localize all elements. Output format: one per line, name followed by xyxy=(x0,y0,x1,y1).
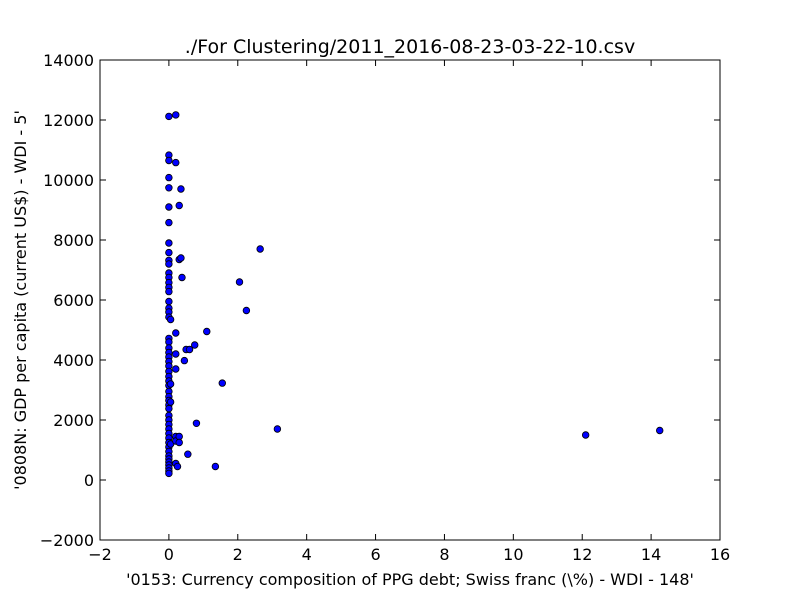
y-tick-label: −2000 xyxy=(40,531,94,550)
data-point xyxy=(192,419,201,427)
data-point xyxy=(165,112,173,121)
data-point xyxy=(180,356,189,365)
data-point xyxy=(273,425,282,433)
x-tick-label: 8 xyxy=(439,545,449,564)
plot-frame xyxy=(99,59,721,541)
x-tick-label: 10 xyxy=(503,545,523,564)
x-axis-label: '0153: Currency composition of PPG debt;… xyxy=(126,570,694,589)
data-point xyxy=(165,404,173,413)
data-point xyxy=(581,431,590,439)
y-tick-label: 10000 xyxy=(43,171,94,190)
data-point xyxy=(172,111,180,119)
data-point xyxy=(166,380,175,388)
x-tick-label: 2 xyxy=(233,545,243,564)
data-point xyxy=(177,254,185,262)
y-tick-label: 4000 xyxy=(53,351,94,370)
data-point xyxy=(165,469,173,478)
x-tick-label: −2 xyxy=(88,545,112,564)
y-tick-label: 14000 xyxy=(43,51,94,70)
data-point xyxy=(173,462,182,471)
data-point xyxy=(172,365,180,373)
x-tick-label: 4 xyxy=(302,545,312,564)
data-point xyxy=(165,239,173,247)
data-point xyxy=(165,184,173,192)
x-tick-label: 0 xyxy=(164,545,174,564)
data-point xyxy=(172,158,180,167)
data-point xyxy=(165,203,173,211)
y-tick-label: 12000 xyxy=(43,111,94,130)
data-point xyxy=(242,306,251,315)
data-point xyxy=(165,218,173,227)
data-point xyxy=(172,350,180,358)
ticks-layer: −2 0 2 4 6 8 10 12 14 16 −2000 0 2000 4000 6000 8000 100… xyxy=(40,51,730,564)
data-point xyxy=(178,273,186,282)
points-layer xyxy=(165,111,664,478)
data-point xyxy=(165,287,173,296)
data-point xyxy=(165,156,173,165)
data-point xyxy=(218,379,226,387)
x-tick-label: 14 xyxy=(641,545,661,564)
y-tick-label: 8000 xyxy=(53,231,94,250)
data-point xyxy=(185,345,194,354)
data-point xyxy=(175,201,183,210)
data-point xyxy=(165,248,173,257)
data-point xyxy=(166,398,175,406)
data-point xyxy=(191,341,199,349)
data-point xyxy=(656,426,664,435)
data-point xyxy=(211,462,220,471)
x-tick-label: 6 xyxy=(370,545,380,564)
x-tick-label: 12 xyxy=(572,545,592,564)
data-point xyxy=(177,185,185,193)
y-tick-label: 2000 xyxy=(53,411,94,430)
data-point xyxy=(165,260,173,268)
data-point xyxy=(235,278,244,286)
data-point xyxy=(165,297,173,306)
data-point xyxy=(256,245,264,253)
y-tick-label: 0 xyxy=(84,471,94,490)
chart-title: ./For Clustering/2011_2016-08-23-03-22-1… xyxy=(185,36,635,58)
y-tick-label: 6000 xyxy=(53,291,94,310)
data-point xyxy=(165,173,173,182)
y-axis-label: '0808N: GDP per capita (current US$) - W… xyxy=(11,110,30,490)
data-point xyxy=(172,329,180,337)
data-point xyxy=(175,438,183,447)
x-tick-label: 16 xyxy=(710,545,730,564)
data-point xyxy=(184,450,192,458)
data-point xyxy=(203,327,211,336)
data-point xyxy=(166,315,175,324)
